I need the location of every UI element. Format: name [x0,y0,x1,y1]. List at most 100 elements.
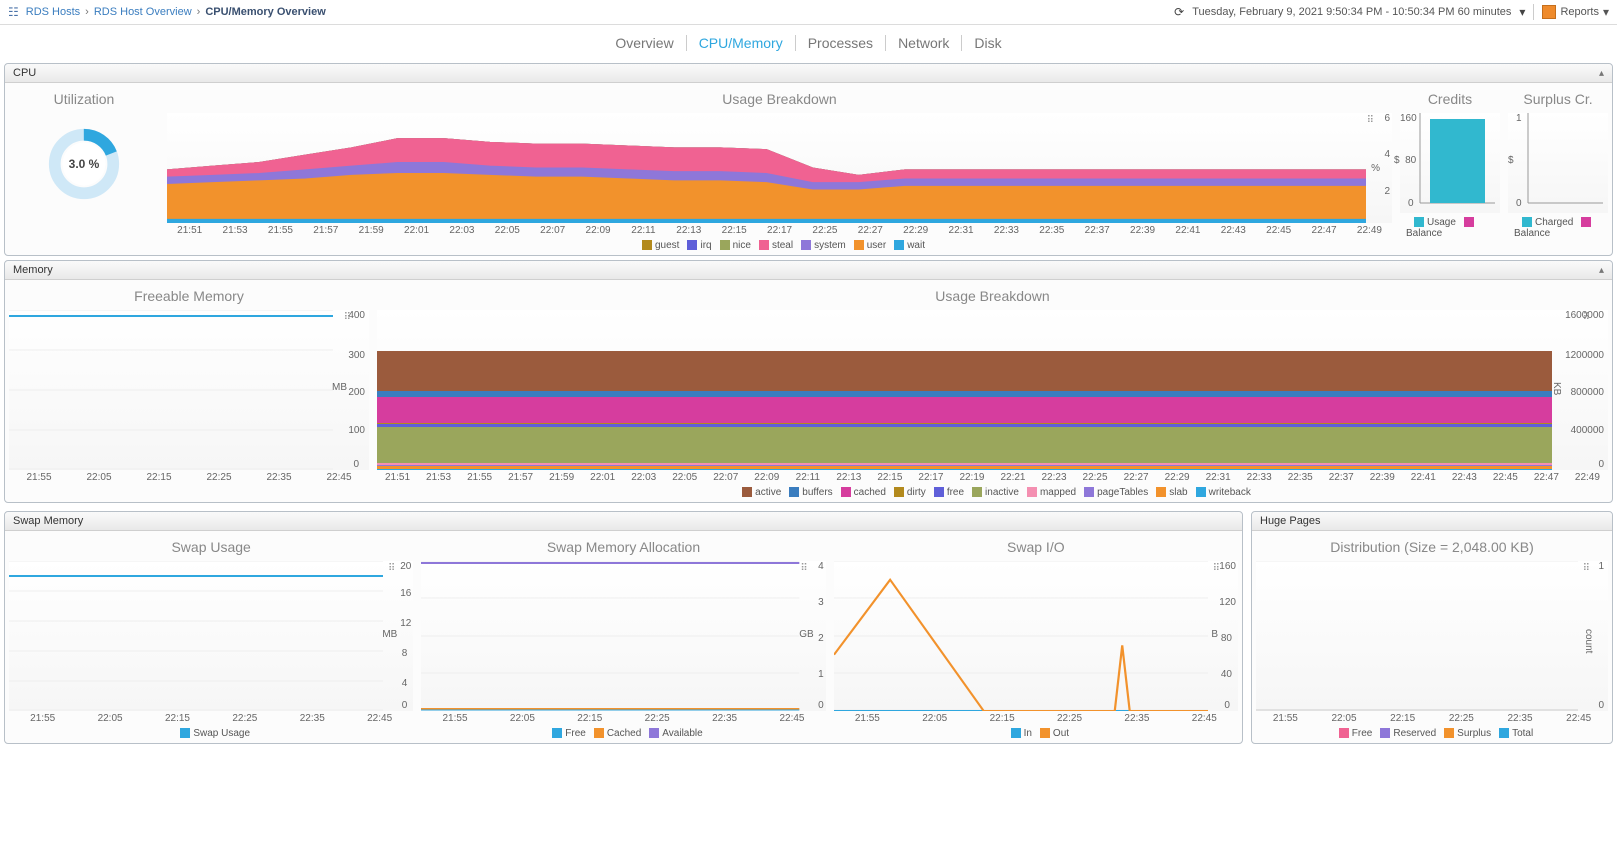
huge-panel-title: Huge Pages [1260,515,1321,527]
ytick: 1 [818,669,824,680]
ytick: 0 [353,459,359,470]
credits-ytick: 160 [1400,113,1417,124]
cpu-usage-breakdown: Usage Breakdown ⠿ 6 4 2 % 21:5121:5321:5… [167,87,1392,251]
cpu-gauge: 3.0 % [45,125,123,203]
cpu-credits-title: Credits [1400,87,1500,113]
cpu-usage-legend: guestirqnicestealsystemuserwait [167,236,1392,251]
reports-icon [1542,5,1556,19]
swap-panel-header[interactable]: Swap Memory [5,512,1242,531]
swap-usage-legend: Swap Usage [9,724,413,739]
huge-panel-header[interactable]: Huge Pages [1252,512,1612,531]
chart-options-icon[interactable]: ⠿ [1367,115,1374,126]
swap-io-xaxis: 21:5522:0522:1522:2522:3522:45 [834,711,1238,724]
reports-label: Reports [1560,6,1599,18]
cpu-surplus-legend: ChargedBalance [1508,213,1608,239]
y-unit: KB [1551,382,1562,395]
chevron-down-icon[interactable]: ▾ [1519,5,1525,19]
freeable-memory-chart: ⠿ 400 300 200 MB 100 0 [9,310,369,470]
ytick: 0 [1598,700,1604,711]
tab-overview[interactable]: Overview [603,35,686,51]
bottom-row: Swap Memory Swap Usage ⠿ 20 16 12 MB 8 4 [0,507,1617,748]
ytick: 0 [1598,459,1604,470]
cpu-panel: CPU ▴ Utilization 3.0 % Usage Breakdown [4,63,1613,256]
credits-ytick: $ 80 [1394,155,1416,166]
swap-alloc-legend: FreeCachedAvailable [421,724,825,739]
y-unit: GB [799,629,813,640]
refresh-icon[interactable]: ⟳ [1174,5,1184,19]
reports-button[interactable]: Reports ▾ [1542,5,1609,19]
tab-disk[interactable]: Disk [962,35,1013,51]
huge-pages-chart: ⠿ 1 count 0 [1256,561,1608,711]
swap-usage-title: Swap Usage [9,535,413,561]
y-unit: MB [332,382,347,393]
ytick: 400000 [1571,425,1604,436]
collapse-icon[interactable]: ▴ [1599,68,1604,79]
chart-options-icon[interactable]: ⠿ [388,563,395,574]
cpu-usage-chart: ⠿ 6 4 2 % [167,113,1392,223]
time-range-label[interactable]: Tuesday, February 9, 2021 9:50:34 PM - 1… [1192,6,1511,18]
cpu-usage-title: Usage Breakdown [167,87,1392,113]
ytick: 120 [1219,597,1236,608]
breadcrumb-link[interactable]: RDS Host Overview [94,6,192,18]
credits-ytick: 0 [1408,198,1414,209]
ytick: 0 [402,700,408,711]
y-unit: B [1211,629,1218,640]
swap-alloc-chart: ⠿ 4 3 2 GB 1 0 [421,561,825,711]
memory-panel-title: Memory [13,264,53,276]
breadcrumbs: ☷ RDS Hosts › RDS Host Overview › CPU/Me… [8,5,326,19]
ytick: 200 [348,387,365,398]
chart-options-icon[interactable]: ⠿ [800,563,807,574]
memory-usage-breakdown: Usage Breakdown ⠿ 1600000 1200000 800000… [377,284,1608,498]
ytick: 16 [400,588,411,599]
huge-distribution-title: Distribution (Size = 2,048.00 KB) [1256,535,1608,561]
cpu-utilization: Utilization 3.0 % [9,87,159,207]
ytick: 80 [1221,633,1232,644]
cpu-surplus-chart: 1 $ 0 [1508,113,1608,213]
ytick: 300 [348,350,365,361]
memory-usage-chart: ⠿ 1600000 1200000 800000 KB 400000 0 [377,310,1608,470]
ytick: 40 [1221,669,1232,680]
topbar-right: ⟳ Tuesday, February 9, 2021 9:50:34 PM -… [1174,4,1609,20]
swap-alloc-title: Swap Memory Allocation [421,535,825,561]
cpu-surplus-title: Surplus Cr. [1508,87,1608,113]
ytick: 2 [818,633,824,644]
breadcrumb-separator: › [197,6,201,18]
collapse-icon[interactable]: ▴ [1599,265,1604,276]
swap-alloc-xaxis: 21:5522:0522:1522:2522:3522:45 [421,711,825,724]
tab-cpu-memory[interactable]: CPU/Memory [687,35,796,51]
cpu-surplus: Surplus Cr. 1 $ 0 ChargedBalance [1508,87,1608,239]
cpu-usage-ymax: 6 [1384,113,1390,124]
freeable-memory-title: Freeable Memory [9,284,369,310]
ytick: 8 [402,648,408,659]
cpu-usage-ytick: 4 [1384,149,1390,160]
memory-usage-legend: activebufferscacheddirtyfreeinactivemapp… [377,483,1608,498]
huge-legend: FreeReservedSurplusTotal [1256,724,1608,739]
cpu-credits-chart: 160 $ 80 0 [1400,113,1500,213]
ytick: 0 [1224,700,1230,711]
cpu-panel-header[interactable]: CPU ▴ [5,64,1612,83]
cpu-usage-xaxis: 21:5121:5321:5521:5721:5922:0122:0322:05… [167,223,1392,236]
ytick: 400 [348,310,365,321]
tab-processes[interactable]: Processes [796,35,886,51]
freeable-memory: Freeable Memory ⠿ 400 300 200 MB [9,284,369,498]
freeable-memory-xaxis: 21:5522:0522:1522:2522:3522:45 [9,470,369,483]
tab-network[interactable]: Network [886,35,962,51]
chart-options-icon[interactable]: ⠿ [1583,563,1590,574]
ytick: 0 [818,700,824,711]
memory-panel-header[interactable]: Memory ▴ [5,261,1612,280]
ytick: 160 [1219,561,1236,572]
swap-io-title: Swap I/O [834,535,1238,561]
memory-usage-xaxis: 21:5121:5321:5521:5721:5922:0122:0322:05… [377,470,1608,483]
breadcrumb-link[interactable]: RDS Hosts [26,6,80,18]
breadcrumb-separator: › [85,6,89,18]
ytick: 1200000 [1565,350,1604,361]
ytick: 1600000 [1565,310,1604,321]
swap-io: Swap I/O ⠿ 160 120 80 B 40 0 21:5522:052… [834,535,1238,739]
swap-panel-title: Swap Memory [13,515,83,527]
cpu-usage-unit: % [1371,163,1380,174]
swap-allocation: Swap Memory Allocation ⠿ 4 3 2 GB 1 0 [421,535,825,739]
ytick: 12 [400,618,411,629]
cpu-credits-legend: UsageBalance [1400,213,1500,239]
swap-usage-chart: ⠿ 20 16 12 MB 8 4 0 [9,561,413,711]
y-unit: MB [382,629,397,640]
